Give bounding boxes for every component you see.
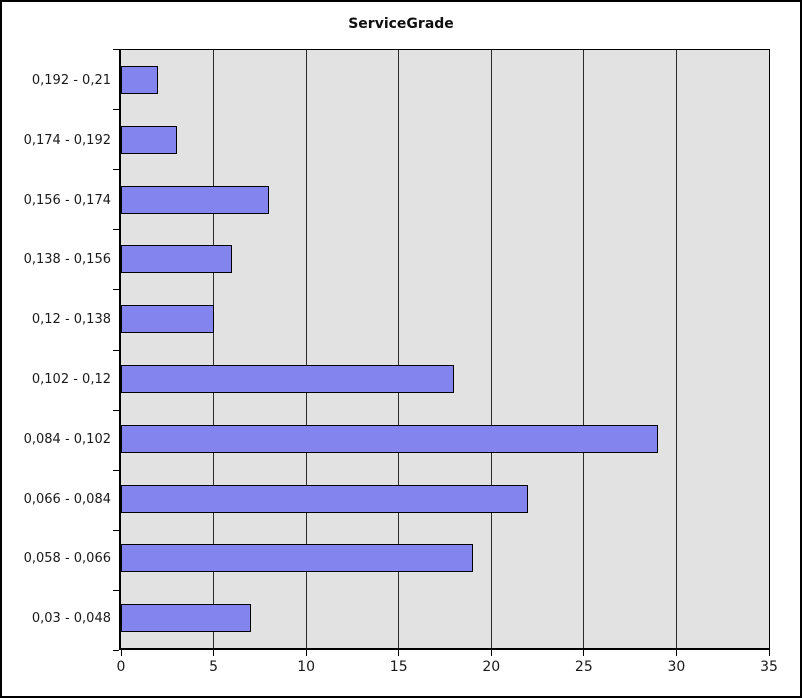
y-axis-tick — [113, 109, 119, 111]
y-axis-tick — [113, 349, 119, 351]
y-axis-label: 0,192 - 0,21 — [31, 72, 111, 88]
y-axis-label: 0,138 - 0,156 — [23, 252, 111, 268]
gridline — [305, 50, 307, 648]
y-axis-tick — [113, 169, 119, 171]
bar — [121, 484, 529, 513]
bar — [121, 305, 214, 334]
y-axis-tick — [113, 469, 119, 471]
x-axis-tick — [768, 650, 770, 656]
x-axis-label: 25 — [574, 659, 593, 675]
y-axis-tick — [113, 229, 119, 231]
x-axis-label: 35 — [760, 659, 778, 675]
bar — [121, 125, 177, 154]
x-axis-label: 5 — [209, 659, 219, 675]
y-axis-label: 0,156 - 0,174 — [23, 192, 111, 208]
x-axis-label: 15 — [389, 659, 408, 675]
y-axis-label: 0,102 - 0,12 — [31, 371, 111, 387]
y-axis-tick — [113, 529, 119, 531]
x-axis-tick — [490, 650, 492, 656]
y-axis-tick — [113, 289, 119, 291]
bar — [121, 364, 455, 393]
x-axis-label: 30 — [667, 659, 686, 675]
y-axis-label: 0,058 - 0,066 — [23, 551, 111, 567]
x-axis-label: 20 — [482, 659, 501, 675]
gridline — [398, 50, 400, 648]
bar — [121, 424, 658, 453]
y-axis-label: 0,12 - 0,138 — [31, 312, 111, 328]
y-axis-tick — [113, 409, 119, 411]
y-axis-label: 0,174 - 0,192 — [23, 132, 111, 148]
gridline — [583, 50, 585, 648]
bar — [121, 604, 251, 633]
gridline — [675, 50, 677, 648]
y-axis-label: 0,084 - 0,102 — [23, 431, 111, 447]
y-axis-tick — [113, 650, 119, 651]
x-axis-tick — [583, 650, 585, 656]
bar — [121, 65, 159, 94]
bar — [121, 185, 270, 214]
bar — [121, 245, 233, 274]
y-axis-tick — [113, 589, 119, 591]
x-axis-tick — [398, 650, 400, 656]
x-axis-label: 0 — [116, 659, 126, 675]
bar — [121, 544, 473, 573]
x-axis-tick — [305, 650, 307, 656]
y-axis-tick — [113, 49, 119, 50]
gridline — [213, 50, 215, 648]
x-axis-label: 10 — [297, 659, 316, 675]
x-axis-tick — [213, 650, 215, 656]
plot-area — [119, 49, 770, 650]
x-axis-tick — [675, 650, 677, 656]
x-axis-tick — [120, 650, 122, 656]
y-axis-label: 0,066 - 0,084 — [23, 491, 111, 507]
chart-title: ServiceGrade — [348, 16, 454, 32]
gridline — [490, 50, 492, 648]
y-axis-label: 0,03 - 0,048 — [31, 611, 111, 627]
